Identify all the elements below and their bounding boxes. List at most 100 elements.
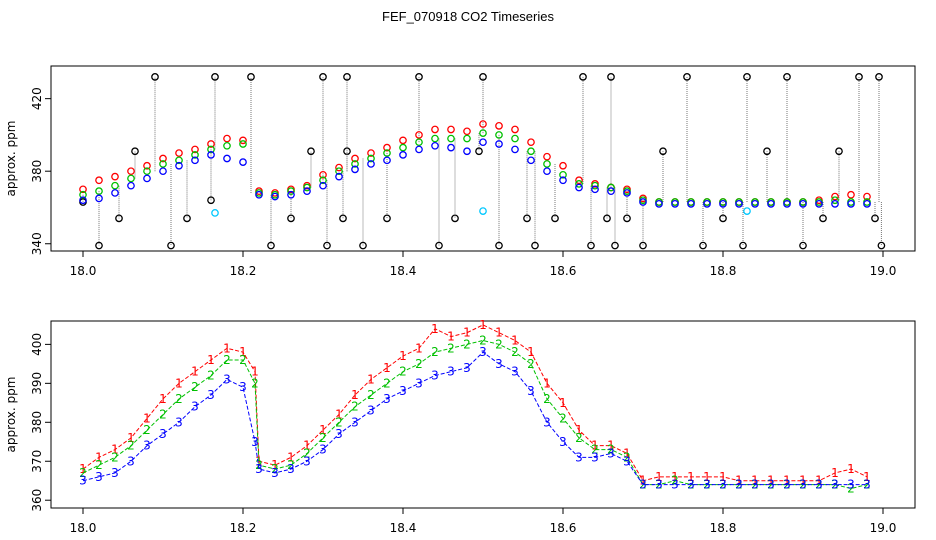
data-point-black — [475, 147, 483, 156]
data-point-green — [335, 167, 343, 176]
data-label-red: 1 — [95, 450, 103, 464]
data-point-red — [95, 176, 103, 185]
data-label-green: 2 — [351, 400, 359, 414]
data-point-green — [463, 134, 471, 143]
data-label-red: 1 — [191, 365, 199, 379]
data-point-green — [431, 134, 439, 143]
data-label-green: 2 — [111, 450, 119, 464]
data-label-blue: 3 — [543, 415, 551, 429]
data-point-blue — [239, 158, 247, 166]
data-point-green — [543, 160, 551, 168]
data-point-blue — [255, 190, 263, 199]
data-point-black — [587, 241, 595, 250]
data-label-red: 1 — [351, 388, 359, 402]
data-point-blue — [815, 199, 823, 208]
data-label-blue: 3 — [399, 384, 407, 398]
data-point-black — [855, 73, 863, 81]
data-point-black — [579, 73, 587, 81]
data-label-blue: 3 — [127, 454, 135, 468]
data-label-red: 1 — [671, 470, 679, 484]
data-label-green: 2 — [255, 458, 263, 472]
data-label-blue: 3 — [671, 478, 679, 492]
data-label-green: 2 — [591, 443, 599, 457]
data-point-green — [127, 174, 135, 183]
data-label-red: 1 — [463, 326, 471, 340]
bottom-panel: 18.0 18.2 18.4 18.6 18.8 19.0 360 370 380 390 400 a… — [4, 318, 916, 535]
data-point-red — [239, 136, 247, 145]
data-label-red: 1 — [591, 439, 599, 453]
data-label-blue: 3 — [639, 478, 647, 492]
data-label-blue: 3 — [239, 380, 247, 394]
data-label-red: 1 — [687, 470, 695, 484]
data-label-blue: 3 — [703, 478, 711, 492]
data-point-red — [79, 185, 87, 194]
data-label-red: 1 — [431, 322, 439, 336]
data-point-green — [399, 143, 407, 152]
data-label-green: 2 — [543, 392, 551, 406]
data-label-green: 2 — [415, 357, 423, 371]
data-label-red: 1 — [559, 396, 567, 410]
data-point-blue — [447, 143, 455, 152]
y-tick-label: 370 — [30, 450, 44, 473]
data-point-blue — [831, 199, 839, 208]
data-point-green — [175, 156, 183, 165]
data-label-green: 2 — [863, 478, 871, 492]
data-point-black — [763, 147, 771, 156]
data-label-red: 1 — [495, 326, 503, 340]
data-label-blue: 3 — [783, 478, 791, 492]
data-label-blue: 3 — [287, 462, 295, 476]
data-point-black — [343, 73, 351, 81]
data-point-green — [575, 180, 583, 188]
y-tick-label: 420 — [30, 87, 44, 110]
data-label-blue: 3 — [335, 427, 343, 441]
x-tick-label: 18.6 — [550, 264, 577, 278]
data-label-red: 1 — [575, 423, 583, 437]
data-point-black — [819, 214, 827, 223]
series-line-red — [82, 324, 868, 482]
data-point-blue — [751, 199, 759, 208]
data-point-blue — [735, 199, 743, 208]
data-label-blue: 3 — [799, 478, 807, 492]
data-point-blue — [319, 181, 327, 190]
data-label-red: 1 — [335, 408, 343, 422]
data-label-blue: 3 — [175, 415, 183, 429]
data-point-black — [659, 147, 667, 156]
data-label-red: 1 — [655, 470, 663, 484]
data-label-red: 1 — [735, 474, 743, 488]
data-label-blue: 3 — [655, 478, 663, 492]
data-point-green — [607, 183, 615, 192]
data-point-green — [239, 140, 247, 148]
data-label-blue: 3 — [767, 478, 775, 492]
data-point-blue — [623, 189, 631, 197]
data-label-blue: 3 — [527, 384, 535, 398]
data-point-black — [699, 241, 707, 250]
data-label-blue: 3 — [463, 361, 471, 375]
data-label-blue: 3 — [223, 372, 231, 386]
data-point-red — [511, 125, 519, 134]
data-label-blue: 3 — [447, 365, 455, 379]
data-label-green: 2 — [431, 345, 439, 359]
data-label-blue: 3 — [431, 369, 439, 383]
data-point-black — [495, 241, 503, 250]
data-label-green: 2 — [335, 415, 343, 429]
data-point-red — [383, 143, 391, 152]
x-tick-label: 18.0 — [70, 264, 97, 278]
data-point-black — [639, 241, 647, 250]
data-point-black — [307, 147, 315, 156]
data-point-blue — [671, 199, 679, 208]
data-point-blue — [591, 185, 599, 194]
data-label-green: 2 — [479, 333, 487, 347]
data-point-red — [319, 170, 327, 179]
data-point-black — [523, 214, 531, 223]
data-point-green — [495, 131, 503, 139]
data-point-black — [479, 73, 487, 81]
data-point-black — [783, 73, 791, 81]
data-point-red — [415, 131, 423, 139]
data-label-blue: 3 — [255, 462, 263, 476]
series-line-green — [82, 339, 868, 490]
data-point-blue — [95, 194, 103, 203]
data-point-red — [351, 154, 359, 163]
data-point-black — [167, 241, 175, 250]
data-label-blue: 3 — [479, 345, 487, 359]
data-point-black — [719, 214, 727, 223]
